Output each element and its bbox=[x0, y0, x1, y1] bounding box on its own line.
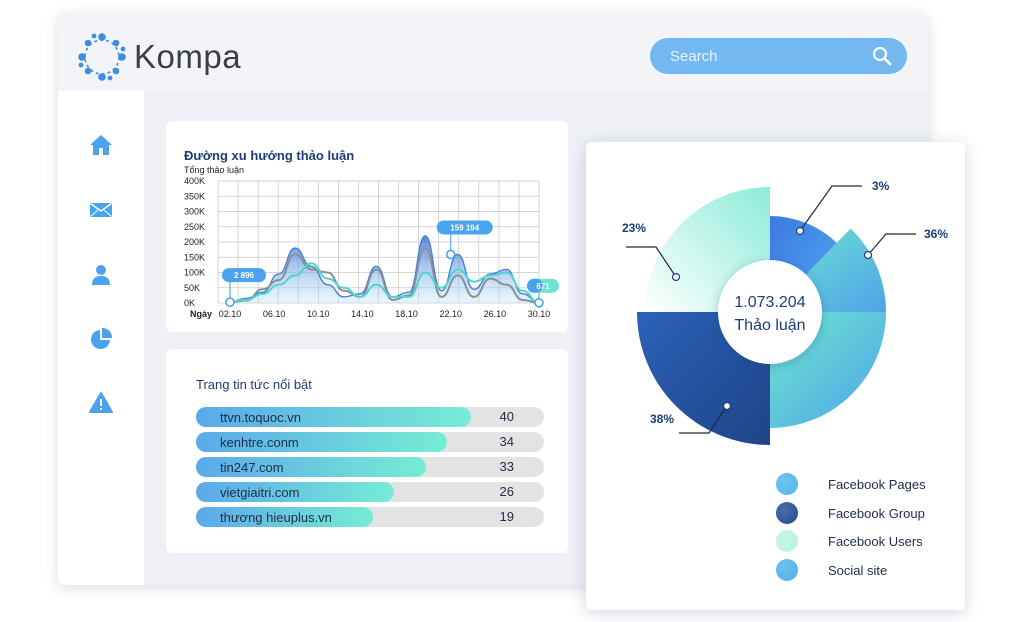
legend-swatch bbox=[776, 558, 798, 581]
donut-center-label: Thảo luận bbox=[734, 317, 805, 334]
user-icon[interactable] bbox=[89, 263, 113, 287]
y-tick-label: 400K bbox=[184, 176, 205, 186]
news-count: 33 bbox=[499, 459, 514, 474]
news-title: Trang tin tức nổi bật bbox=[196, 377, 312, 392]
legend-label: Facebook Users bbox=[828, 534, 923, 549]
x-tick-label: 14.10 bbox=[351, 309, 374, 319]
alert-icon[interactable] bbox=[89, 391, 113, 415]
news-site-name: thương hieuplus.vn bbox=[220, 510, 332, 525]
x-axis-label: Ngày bbox=[190, 309, 212, 319]
news-count: 40 bbox=[499, 409, 514, 424]
news-item[interactable]: kenhtre.conm 34 bbox=[196, 432, 544, 452]
x-tick-label: 26.10 bbox=[484, 309, 507, 319]
annotation[interactable]: 2 896 bbox=[222, 268, 266, 307]
annotation-point bbox=[225, 297, 235, 307]
slice-callout: 38% bbox=[650, 401, 732, 434]
mail-icon[interactable] bbox=[89, 198, 113, 222]
series-line-3 bbox=[229, 262, 540, 304]
trend-title: Đường xu hướng thảo luận bbox=[184, 148, 355, 163]
news-site-name: tin247.com bbox=[220, 460, 284, 475]
y-tick-label: 150K bbox=[184, 252, 205, 262]
x-tick-label: 10.10 bbox=[307, 309, 330, 319]
y-tick-label: 350K bbox=[184, 191, 205, 201]
annotation-point bbox=[445, 249, 456, 260]
sidebar bbox=[58, 91, 144, 585]
y-tick-label: 250K bbox=[184, 222, 205, 232]
news-item[interactable]: ttvn.toquoc.vn 40 bbox=[196, 407, 544, 427]
news-bar-fill bbox=[196, 407, 471, 427]
logo[interactable]: Kompa bbox=[78, 33, 241, 81]
annotation[interactable]: 159 194 bbox=[436, 220, 493, 260]
trend-chart: Tổng thảo luận 0K 50K 100K 150K 200K 250K 300K 3… bbox=[184, 165, 559, 319]
y-tick-label: 0K bbox=[184, 298, 195, 308]
legend-swatch bbox=[776, 473, 798, 495]
x-tick-label: 22.10 bbox=[439, 309, 462, 319]
news-item[interactable]: thương hieuplus.vn 19 bbox=[196, 507, 544, 527]
search-input[interactable] bbox=[670, 46, 860, 66]
slice-percent-label: 23% bbox=[622, 221, 646, 235]
slice-callout: 23% bbox=[622, 221, 681, 282]
news-site-name: vietgiaitri.com bbox=[220, 485, 300, 500]
slice-percent-label: 3% bbox=[872, 179, 890, 193]
series-line-2 bbox=[229, 247, 540, 304]
legend-label: Facebook Pages bbox=[828, 477, 926, 492]
y-tick-label: 200K bbox=[184, 237, 205, 247]
news-bar-fill bbox=[196, 482, 395, 502]
slice-percent-label: 36% bbox=[924, 227, 948, 241]
news-item[interactable]: tin247.com 33 bbox=[196, 457, 544, 477]
y-tick-label: 50K bbox=[184, 283, 200, 293]
news-count: 19 bbox=[499, 509, 514, 524]
donut-card: 1.073.204 Thảo luận 3% 36% 38% 23% Facebook P… bbox=[586, 142, 965, 610]
news-bar-fill bbox=[196, 507, 374, 527]
news-count: 26 bbox=[499, 484, 514, 499]
app-name: Kompa bbox=[134, 38, 242, 75]
legend-label: Social site bbox=[828, 562, 888, 578]
donut-center-value: 1.073.204 bbox=[734, 294, 805, 311]
app-window: Kompa bbox=[58, 13, 928, 585]
y-tick-label: 100K bbox=[184, 268, 205, 278]
slice-callout: 36% bbox=[863, 227, 948, 260]
annotation[interactable]: 671 bbox=[527, 278, 559, 308]
legend-label: Facebook Group bbox=[828, 505, 925, 521]
legend-swatch bbox=[776, 501, 798, 524]
search-box[interactable] bbox=[650, 38, 907, 74]
series-area bbox=[230, 235, 539, 303]
x-tick-label: 18.10 bbox=[395, 309, 418, 319]
news-site-name: ttvn.toquoc.vn bbox=[220, 410, 301, 425]
top-bar: Kompa bbox=[58, 13, 928, 91]
slice-percent-label: 38% bbox=[650, 412, 674, 426]
news-item[interactable]: vietgiaitri.com 26 bbox=[196, 482, 544, 502]
legend-swatch bbox=[776, 530, 798, 552]
annotation-label: 159 194 bbox=[450, 223, 479, 232]
y-tick-label: 300K bbox=[184, 207, 205, 217]
pie-chart-icon[interactable] bbox=[89, 327, 113, 351]
donut-center bbox=[718, 260, 822, 364]
donut-chart: 1.073.204 Thảo luận 3% 36% 38% 23% bbox=[622, 179, 948, 445]
news-card: Trang tin tức nổi bật ttvn.toquoc.vn 40 ke… bbox=[166, 349, 568, 553]
slice-callout: 3% bbox=[795, 179, 890, 236]
news-site-name: kenhtre.conm bbox=[220, 435, 299, 450]
search-icon[interactable] bbox=[871, 45, 893, 67]
x-tick-label: 02.10 bbox=[219, 309, 242, 319]
annotation-point bbox=[534, 297, 544, 308]
annotation-label: 2 896 bbox=[234, 271, 255, 280]
trend-card: Đường xu hướng thảo luận Tổng thảo luận 0… bbox=[166, 121, 568, 332]
news-count: 34 bbox=[499, 434, 514, 449]
home-icon[interactable] bbox=[89, 133, 113, 157]
annotation-label: 671 bbox=[536, 282, 550, 291]
news-bar-fill bbox=[196, 457, 426, 477]
kompa-logo-icon bbox=[78, 33, 126, 81]
y-axis-label: Tổng thảo luận bbox=[184, 165, 244, 175]
x-tick-label: 30.10 bbox=[528, 309, 551, 319]
news-bar-fill bbox=[196, 432, 447, 452]
x-tick-label: 06.10 bbox=[263, 309, 286, 319]
